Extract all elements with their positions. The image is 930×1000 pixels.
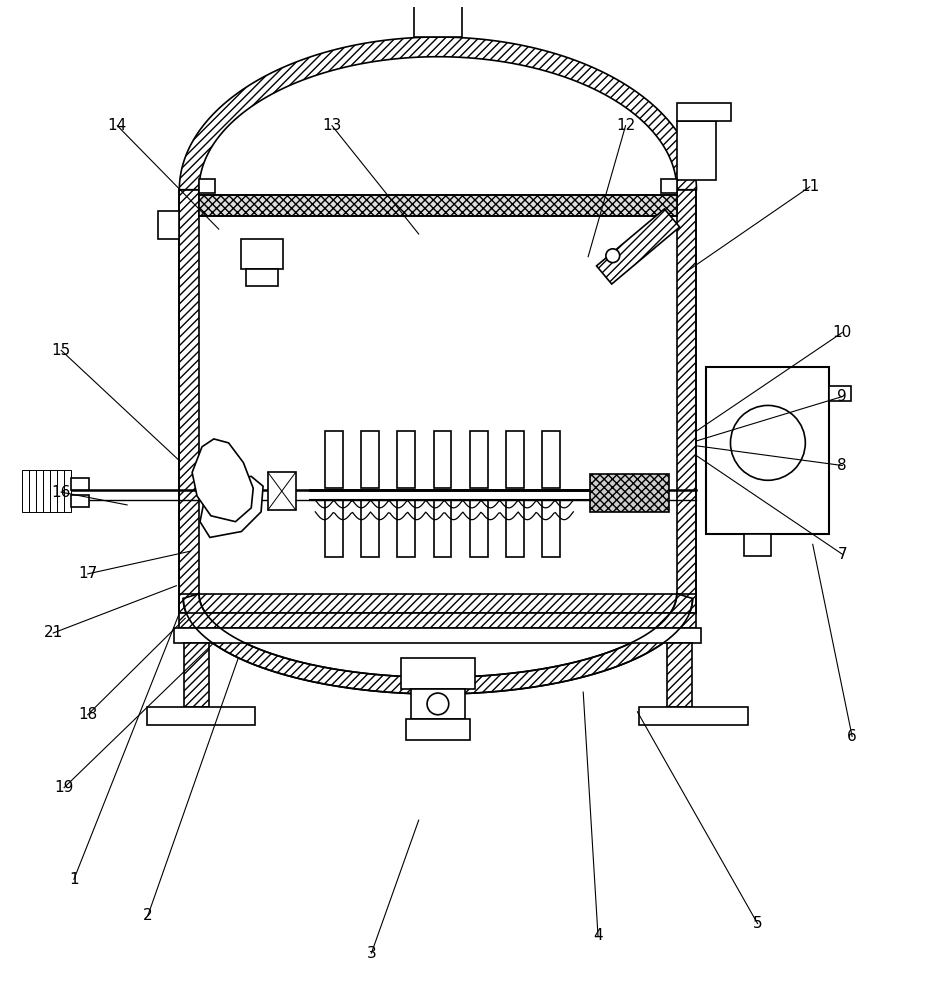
Bar [506,500,524,557]
Bar [744,534,771,556]
Text: 12: 12 [616,118,635,133]
Bar [414,0,461,37]
Bar [591,474,669,512]
Bar [411,689,465,719]
Text: 6: 6 [847,729,857,744]
Bar [677,103,731,121]
Text: 11: 11 [800,179,819,194]
Text: 7: 7 [838,547,847,562]
Circle shape [605,249,619,263]
Bar [677,121,716,180]
Bar [542,431,560,488]
Bar [57,470,64,512]
Text: 10: 10 [832,325,852,340]
Text: 2: 2 [143,908,153,923]
Bar [707,367,830,534]
Bar [405,719,470,740]
Bar [199,195,677,216]
Text: 18: 18 [78,707,98,722]
Bar [433,431,451,488]
Text: 8: 8 [838,458,847,473]
Bar [64,470,71,512]
Bar [179,613,697,628]
Text: 9: 9 [837,389,847,404]
Bar [542,500,560,557]
Bar [199,190,677,594]
Bar [470,431,487,488]
Bar [830,386,851,401]
Bar [397,500,415,557]
Bar [470,500,487,557]
Text: 14: 14 [108,118,126,133]
Bar [179,190,199,613]
Bar [242,239,283,269]
Bar [71,478,88,490]
Bar [246,269,278,286]
Polygon shape [596,209,680,284]
Bar [43,470,50,512]
Bar [361,500,379,557]
Bar [158,211,179,239]
Bar [179,594,697,613]
Text: 17: 17 [78,566,98,581]
Text: 5: 5 [752,916,763,931]
Bar [361,431,379,488]
Bar [199,179,215,193]
Bar [268,472,296,510]
Polygon shape [183,594,693,694]
Bar [29,470,35,512]
Bar [506,431,524,488]
Bar [147,707,255,725]
Polygon shape [179,37,697,190]
Text: 3: 3 [366,946,377,961]
Bar [326,500,343,557]
Bar [677,190,697,613]
Bar [661,179,677,193]
Text: 16: 16 [51,485,71,500]
Text: 15: 15 [51,343,71,358]
Bar [21,470,29,512]
Bar [639,707,748,725]
Text: 19: 19 [54,780,73,795]
Bar [50,470,57,512]
Bar [326,431,343,488]
Bar [184,643,209,707]
Bar [175,628,701,643]
Text: 1: 1 [69,872,79,887]
Bar [397,431,415,488]
Text: 21: 21 [44,625,63,640]
Bar [71,495,88,507]
Bar [401,658,475,689]
Polygon shape [193,439,253,522]
Text: 4: 4 [593,928,603,943]
Bar [433,500,451,557]
Polygon shape [200,476,263,537]
Bar [35,470,43,512]
Bar [667,643,692,707]
Text: 13: 13 [323,118,341,133]
